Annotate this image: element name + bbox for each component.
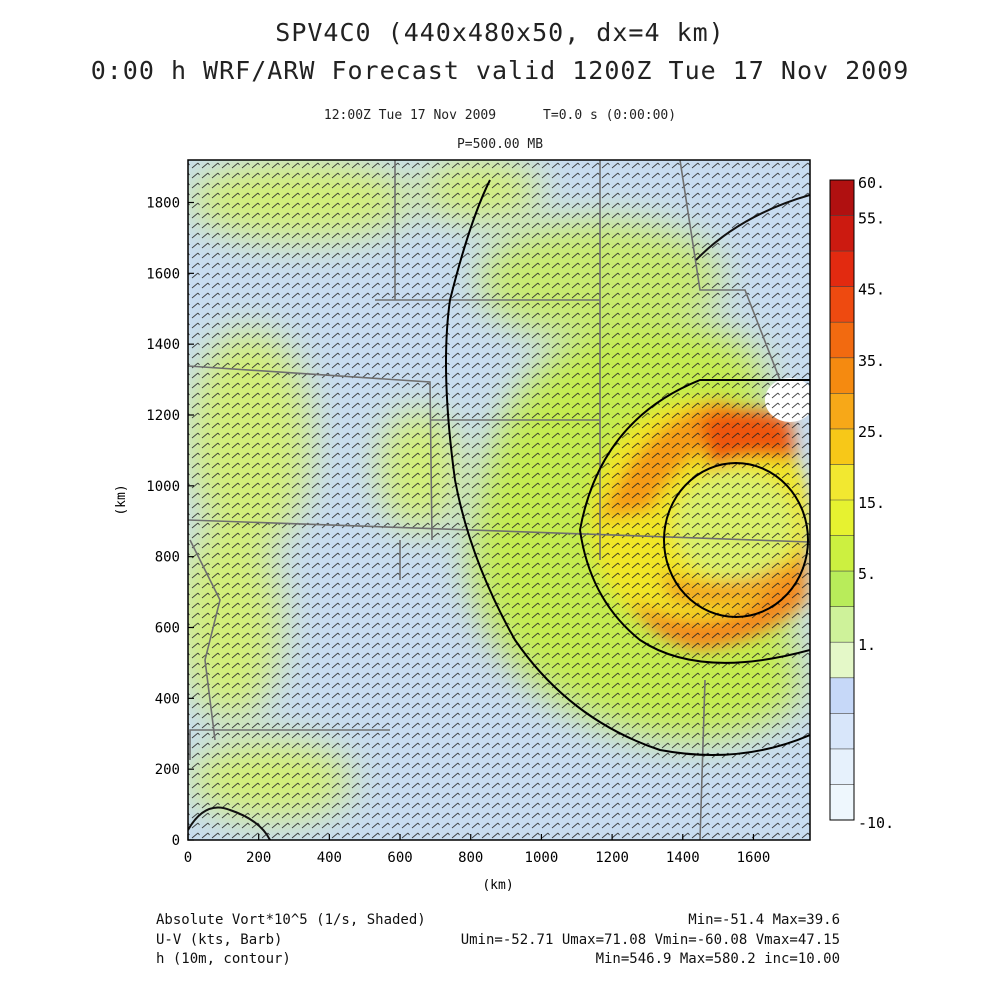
coastline xyxy=(188,194,810,840)
y-tick-label: 1000 xyxy=(146,479,180,495)
y-tick-label: 1200 xyxy=(146,408,180,424)
legend-vorticity: Absolute Vort*10^5 (1/s, Shaded) xyxy=(156,912,426,928)
colorbar-label: 15. xyxy=(858,494,885,512)
x-axis: 0 200 400 600 800 1000 1200 1400 1600 xyxy=(184,834,771,866)
height-range: Min=546.9 Max=580.2 inc=10.00 xyxy=(595,951,840,967)
colorbar-swatch xyxy=(830,286,854,323)
pressure-level: P=500.00 MB xyxy=(456,137,544,152)
y-tick-label: 200 xyxy=(155,762,180,778)
colorbar-label: 5. xyxy=(858,565,876,583)
x-tick-label: 0 xyxy=(184,850,192,866)
y-tick-label: 800 xyxy=(155,550,180,566)
plot-title: SPV4C0 (440x480x50, dx=4 km) xyxy=(275,18,725,47)
x-tick-label: 1400 xyxy=(666,850,700,866)
y-tick-label: 1600 xyxy=(146,266,180,282)
legend-height: h (10m, contour) xyxy=(156,951,291,967)
plot-subtitle: 0:00 h WRF/ARW Forecast valid 1200Z Tue … xyxy=(90,56,910,85)
colorbar-swatch xyxy=(830,642,854,679)
colorbar-swatch xyxy=(830,215,854,252)
colorbar-swatch xyxy=(830,180,854,217)
x-tick-label: 200 xyxy=(246,850,271,866)
x-tick-label: 1000 xyxy=(525,850,559,866)
colorbar-label: -10. xyxy=(858,814,894,832)
colorbar-swatch xyxy=(830,393,854,430)
vorticity-range: Min=-51.4 Max=39.6 xyxy=(688,912,840,928)
x-tick-label: 400 xyxy=(317,850,342,866)
colorbar-label: 35. xyxy=(858,352,885,370)
y-axis: 0 200 400 600 800 1000 1200 1400 1600 1800 xyxy=(146,196,194,849)
x-tick-label: 600 xyxy=(387,850,412,866)
x-tick-label: 1200 xyxy=(595,850,629,866)
colorbar-swatch xyxy=(830,784,854,821)
state-borders xyxy=(188,160,810,840)
colorbar-swatch xyxy=(830,357,854,394)
colorbar-swatch xyxy=(830,500,854,537)
y-tick-label: 400 xyxy=(155,691,180,707)
x-tick-label: 800 xyxy=(458,850,483,866)
colorbar-label: 55. xyxy=(858,210,885,228)
colorbar-swatch xyxy=(830,606,854,643)
colorbar-swatch xyxy=(830,322,854,359)
y-tick-label: 0 xyxy=(172,833,180,849)
colorbar-swatch xyxy=(830,535,854,572)
colorbar-swatch xyxy=(830,464,854,501)
colorbar-swatch xyxy=(830,677,854,714)
colorbar: 60. 55. 45. 35. 25. 15. 5. 1. -10. xyxy=(829,174,894,832)
colorbar-swatch xyxy=(830,748,854,785)
colorbar-frame xyxy=(829,179,855,821)
wind-range: Umin=-52.71 Umax=71.08 Vmin=-60.08 Vmax=… xyxy=(460,932,840,948)
colorbar-label: 45. xyxy=(858,281,885,299)
colorbar-swatch xyxy=(830,713,854,750)
wind-barbs xyxy=(188,160,810,840)
y-tick-label: 1400 xyxy=(146,337,180,353)
colorbar-label: 25. xyxy=(858,423,885,441)
plot-frame xyxy=(187,159,811,841)
colorbar-label: 60. xyxy=(858,174,885,192)
height-contours xyxy=(445,179,810,756)
x-tick-label: 1600 xyxy=(737,850,771,866)
x-axis-label: (km) xyxy=(482,878,513,893)
legend-wind: U-V (kts, Barb) xyxy=(156,932,283,948)
colorbar-swatch xyxy=(830,428,854,465)
colorbar-swatch xyxy=(830,251,854,288)
colorbar-label: 1. xyxy=(858,636,876,654)
y-tick-label: 1800 xyxy=(146,196,180,212)
colorbar-swatch xyxy=(830,571,854,608)
y-tick-label: 600 xyxy=(155,621,180,637)
y-axis-label: (km) xyxy=(114,484,129,515)
valid-time-line: 12:00Z Tue 17 Nov 2009 T=0.0 s (0:00:00) xyxy=(323,108,677,123)
